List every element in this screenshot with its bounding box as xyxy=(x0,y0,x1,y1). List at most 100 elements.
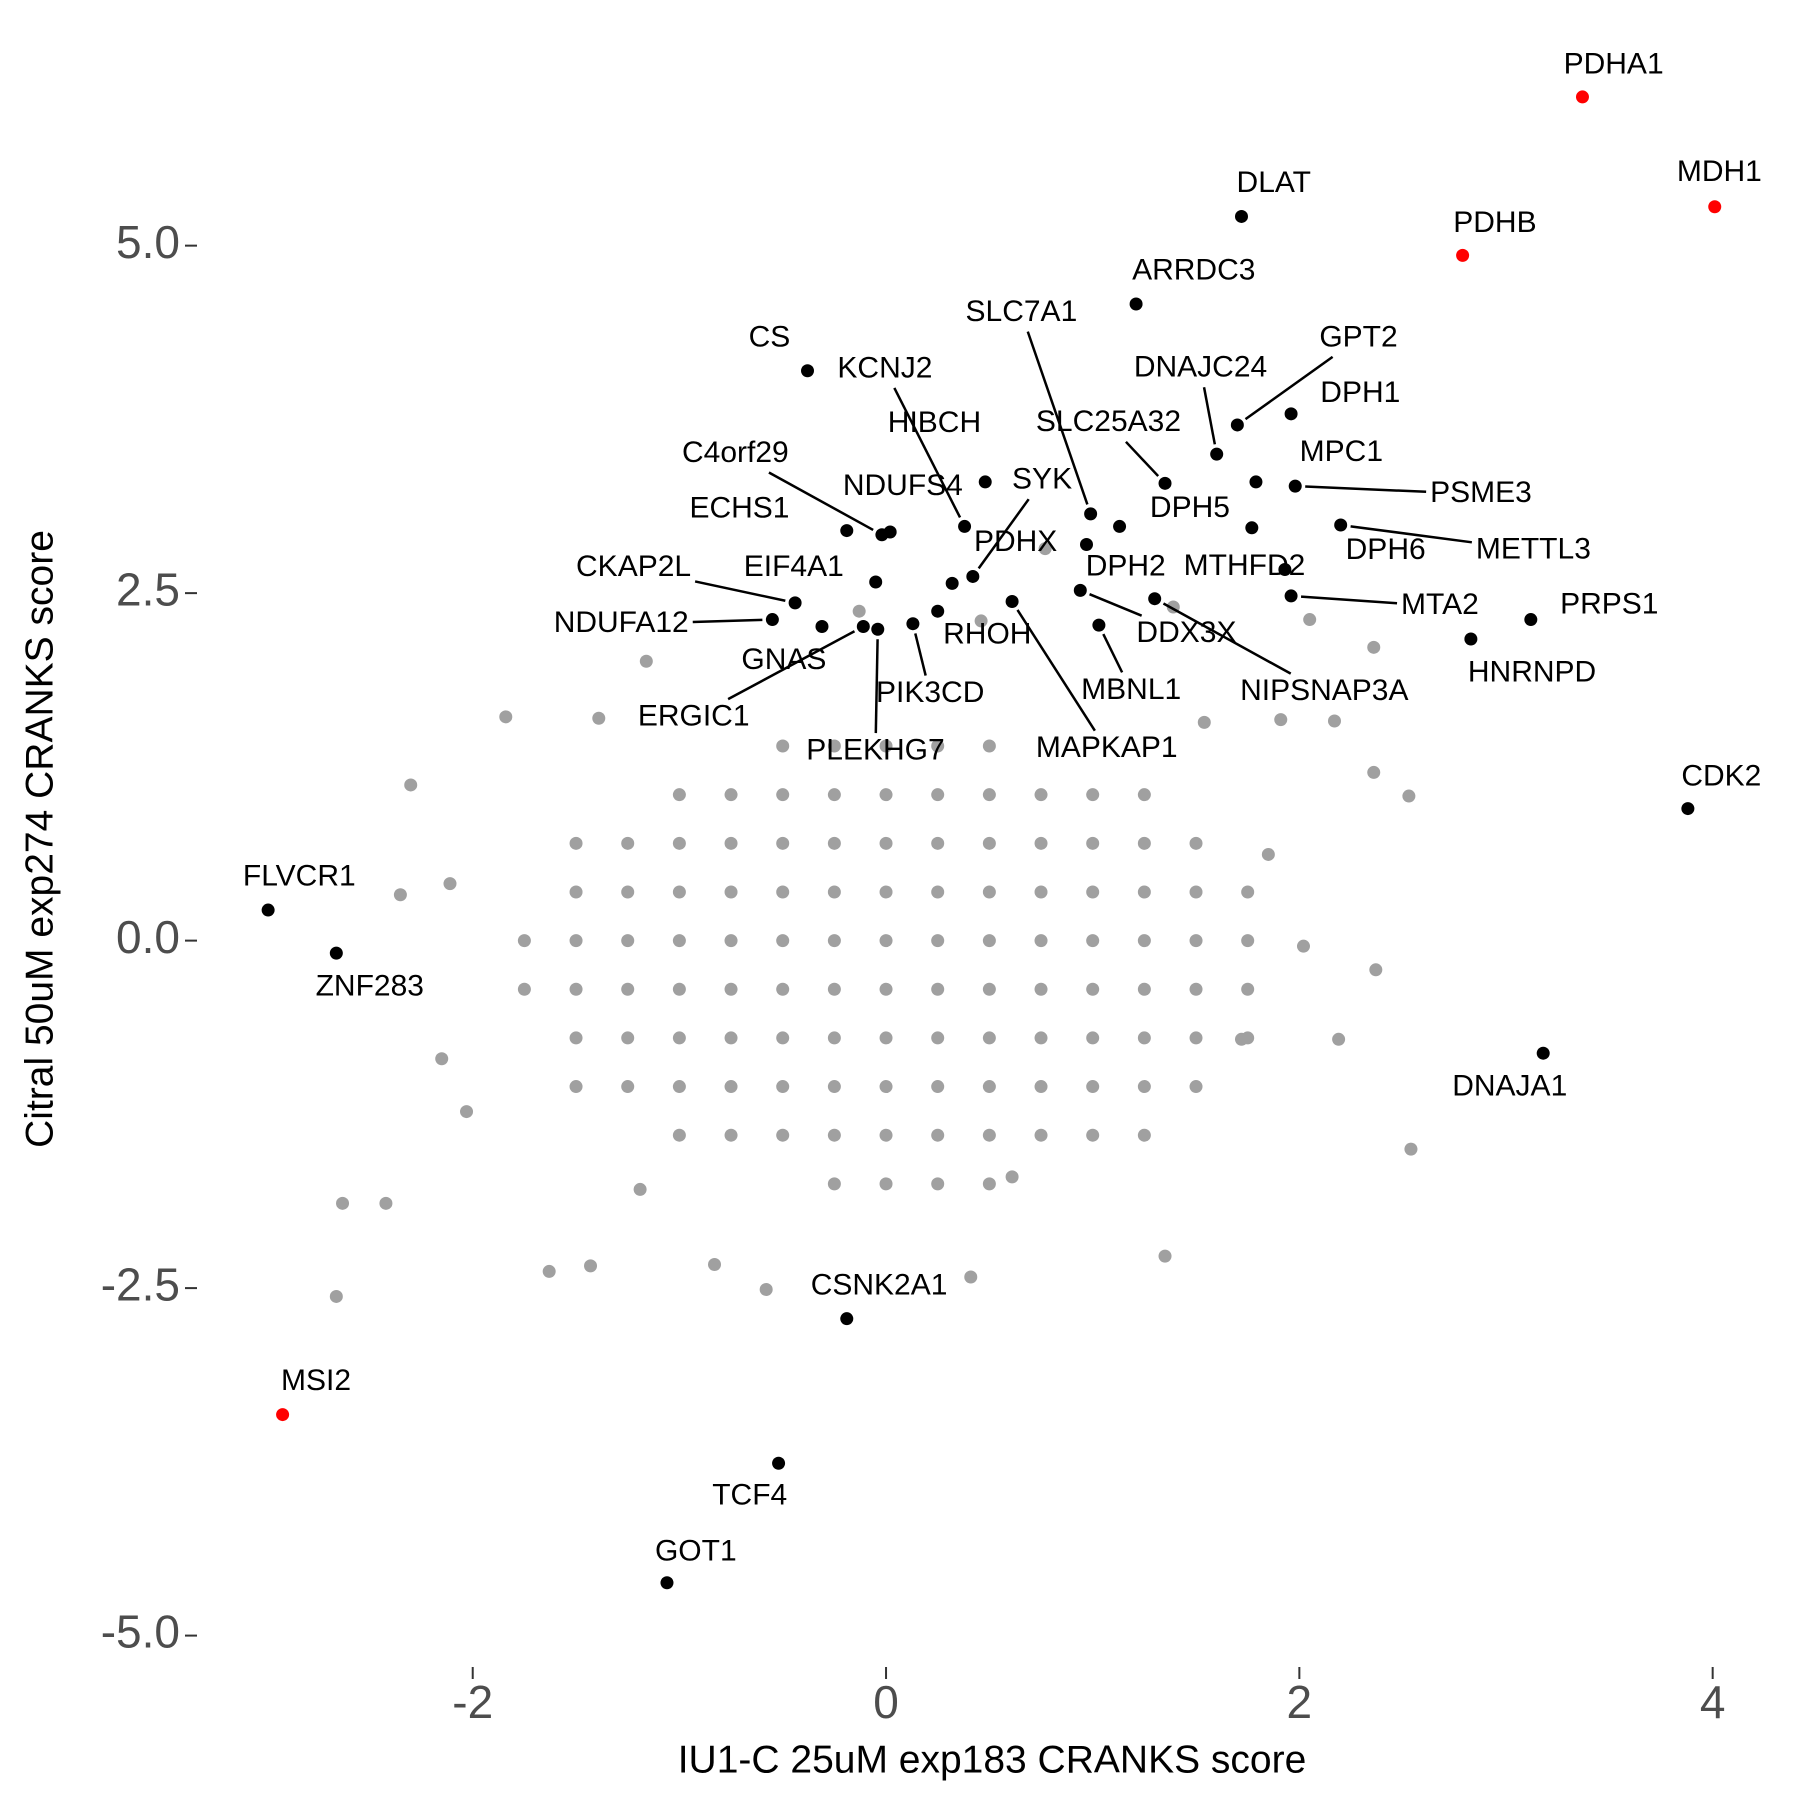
point xyxy=(672,934,686,948)
point xyxy=(517,982,531,996)
point xyxy=(1137,836,1151,850)
point xyxy=(958,519,972,533)
point xyxy=(1189,885,1203,899)
point xyxy=(1084,507,1098,521)
leader-line xyxy=(1244,355,1334,421)
point xyxy=(931,836,945,850)
point-label: CDK2 xyxy=(1681,759,1761,792)
point xyxy=(788,596,802,610)
point-label: SLC7A1 xyxy=(966,295,1078,328)
point xyxy=(1189,982,1203,996)
leader-line xyxy=(977,498,1030,570)
point xyxy=(1367,765,1381,779)
point xyxy=(724,1128,738,1142)
point xyxy=(1369,963,1383,977)
leader-line xyxy=(727,630,856,701)
point-label: DNAJC24 xyxy=(1134,351,1267,384)
point xyxy=(1456,248,1470,262)
point-label: CSNK2A1 xyxy=(811,1268,948,1301)
point xyxy=(1086,934,1100,948)
point-label: ARRDC3 xyxy=(1132,254,1255,287)
point-label: DDX3X xyxy=(1136,616,1236,649)
point xyxy=(1284,589,1298,603)
point xyxy=(982,934,996,948)
point xyxy=(621,982,635,996)
point xyxy=(776,836,790,850)
point xyxy=(776,934,790,948)
point xyxy=(1402,789,1416,803)
point xyxy=(906,617,920,631)
point-label: NIPSNAP3A xyxy=(1240,674,1408,707)
point xyxy=(379,1196,393,1210)
point-label: GOT1 xyxy=(655,1535,737,1568)
point-label: RHOH xyxy=(943,617,1031,650)
point xyxy=(1034,934,1048,948)
leader-line xyxy=(1202,387,1217,445)
point-label: PSME3 xyxy=(1430,476,1532,509)
point xyxy=(840,1312,854,1326)
point xyxy=(931,934,945,948)
point-label: KCNJ2 xyxy=(837,351,932,384)
point xyxy=(517,934,531,948)
point xyxy=(1092,618,1106,632)
point xyxy=(276,1408,290,1422)
point xyxy=(776,1128,790,1142)
point xyxy=(1086,1031,1100,1045)
point xyxy=(672,982,686,996)
leader-line xyxy=(1016,609,1096,732)
point-label: PDHA1 xyxy=(1564,48,1664,81)
point xyxy=(1536,1046,1550,1060)
point-label: DLAT xyxy=(1237,166,1311,199)
point xyxy=(1189,836,1203,850)
point xyxy=(1327,714,1341,728)
point xyxy=(672,1080,686,1094)
point xyxy=(1034,836,1048,850)
point xyxy=(879,1031,893,1045)
point xyxy=(827,739,841,753)
point xyxy=(1241,934,1255,948)
point xyxy=(827,982,841,996)
point xyxy=(982,788,996,802)
point xyxy=(1241,982,1255,996)
point xyxy=(982,1177,996,1191)
point xyxy=(672,1031,686,1045)
point-label: TCF4 xyxy=(712,1479,787,1512)
point xyxy=(931,1080,945,1094)
leader-line xyxy=(1162,602,1292,675)
point-label: PDHX xyxy=(974,525,1057,558)
x-tick-label: 2 xyxy=(1287,1676,1313,1728)
point xyxy=(569,934,583,948)
point xyxy=(759,1282,773,1296)
leader-line xyxy=(768,471,874,532)
point xyxy=(672,836,686,850)
point xyxy=(776,982,790,996)
point xyxy=(1137,1080,1151,1094)
point xyxy=(1005,594,1019,608)
point-label: ECHS1 xyxy=(689,492,789,525)
point xyxy=(460,1105,474,1119)
point xyxy=(1288,479,1302,493)
point xyxy=(827,885,841,899)
point xyxy=(724,1031,738,1045)
point xyxy=(329,1289,343,1303)
point xyxy=(879,739,893,753)
point xyxy=(672,885,686,899)
point-label: DPH2 xyxy=(1086,549,1166,582)
point xyxy=(982,739,996,753)
point xyxy=(724,788,738,802)
point xyxy=(1249,475,1263,489)
point-label: C4orf29 xyxy=(682,436,789,469)
point xyxy=(1189,934,1203,948)
point-label: EIF4A1 xyxy=(744,550,844,583)
point xyxy=(1334,518,1348,532)
point xyxy=(672,1128,686,1142)
point xyxy=(931,1177,945,1191)
point xyxy=(1524,613,1538,627)
point-label: PRPS1 xyxy=(1560,588,1658,621)
point xyxy=(840,524,854,538)
point xyxy=(569,982,583,996)
leader-line xyxy=(1026,331,1089,505)
point xyxy=(1575,90,1589,104)
point xyxy=(879,885,893,899)
